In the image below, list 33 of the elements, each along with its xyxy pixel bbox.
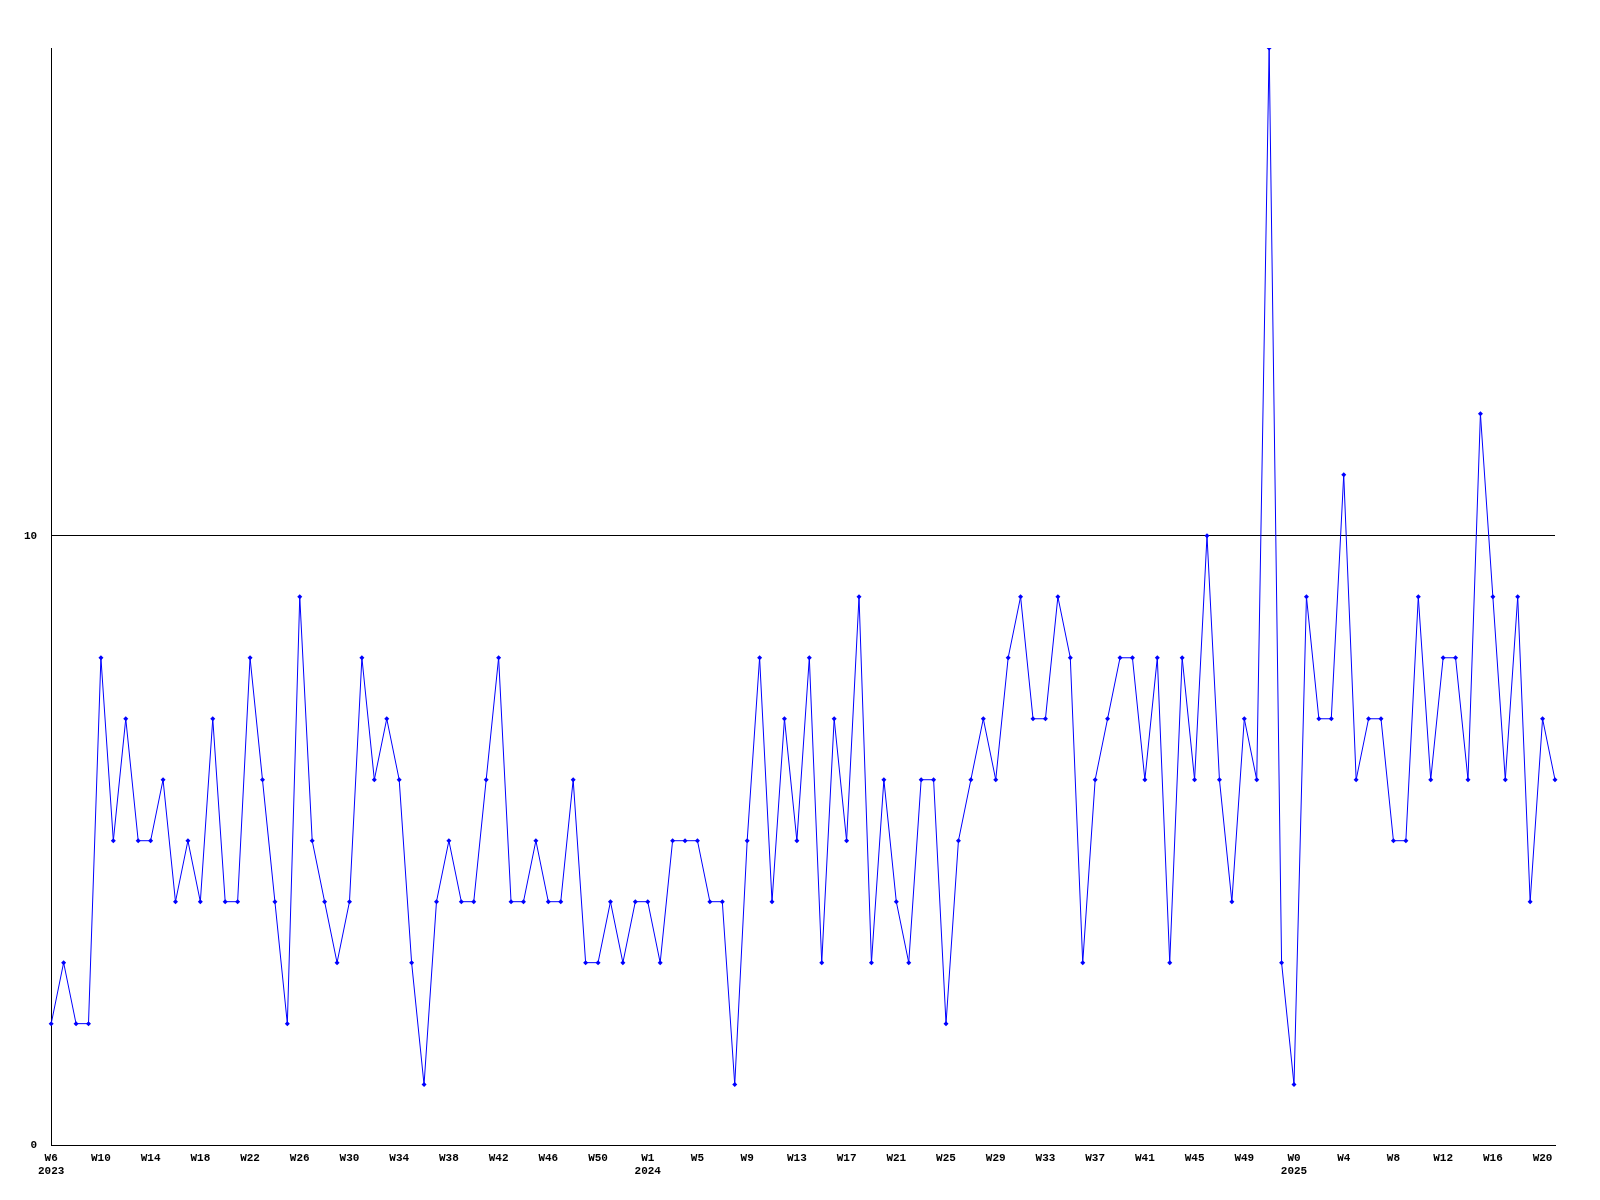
x-tick-label: W26 xyxy=(289,1151,310,1164)
x-tick-label: W29 xyxy=(985,1151,1006,1164)
y-tick-label: 10 xyxy=(24,529,38,542)
x-tick-label: W50 xyxy=(588,1151,608,1164)
x-tick-label: W41 xyxy=(1134,1151,1156,1164)
x-tick-label: W10 xyxy=(91,1151,111,1164)
x-tick-label: W30 xyxy=(339,1151,360,1164)
x-tick-label: W13 xyxy=(786,1151,808,1164)
x-tick-label: W20 xyxy=(1532,1151,1553,1164)
x-tick-label: W33 xyxy=(1035,1151,1056,1164)
x-tick-label: W45 xyxy=(1184,1151,1205,1164)
x-tick-label: W0 2025 xyxy=(1280,1151,1308,1178)
x-tick-label: W34 xyxy=(389,1151,410,1164)
x-tick-label: W22 xyxy=(240,1151,260,1164)
x-tick-label: W16 xyxy=(1482,1151,1503,1164)
x-tick-label: W8 xyxy=(1386,1151,1401,1164)
x-tick-label: W1 2024 xyxy=(634,1151,662,1178)
x-tick-label: W42 xyxy=(488,1151,509,1164)
x-tick-label: W38 xyxy=(438,1151,460,1164)
y-tick-label: 0 xyxy=(30,1139,38,1152)
x-tick-label: W6 2023 xyxy=(38,1151,65,1178)
x-tick-label: W25 xyxy=(936,1151,957,1164)
x-tick-label: W18 xyxy=(190,1151,211,1164)
x-tick-label: W9 xyxy=(740,1151,754,1164)
x-tick-label: W21 xyxy=(886,1151,907,1164)
x-tick-label: W4 xyxy=(1337,1151,1351,1164)
x-tick-label: W17 xyxy=(836,1151,857,1164)
x-tick-label: W12 xyxy=(1433,1151,1454,1164)
x-tick-label: W14 xyxy=(140,1151,161,1164)
x-tick-label: W37 xyxy=(1085,1151,1106,1164)
x-tick-label: W49 xyxy=(1234,1151,1255,1164)
x-tick-label: W5 xyxy=(690,1151,705,1164)
x-tick-label: W46 xyxy=(538,1151,559,1164)
